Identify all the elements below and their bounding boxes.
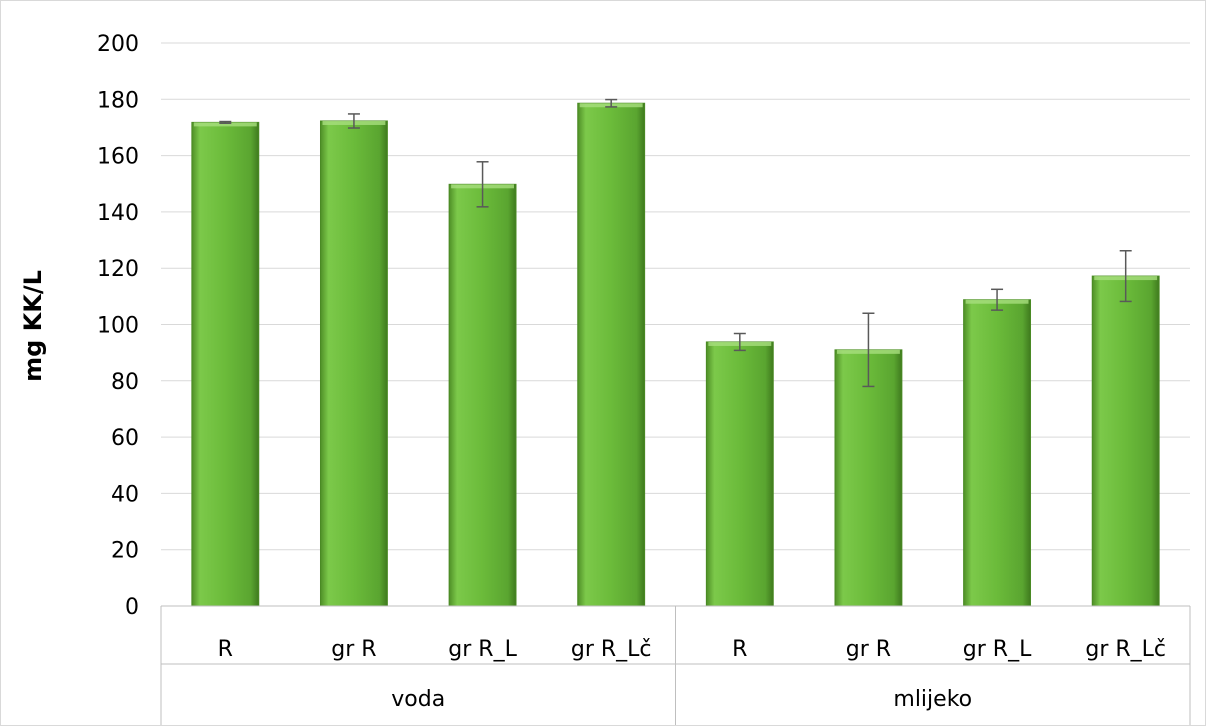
bar — [319, 120, 388, 607]
gridlines — [161, 42, 1190, 607]
bar — [963, 299, 1032, 607]
x-tick-label: gr R_Lč — [571, 637, 652, 662]
bar — [705, 341, 774, 607]
group-label: voda — [391, 687, 445, 712]
y-axis-label: mg KK/L — [19, 270, 47, 382]
y-tick-label: 40 — [111, 482, 139, 507]
bar — [191, 121, 260, 607]
y-tick-label: 0 — [125, 595, 139, 620]
x-tick-label: gr R_L — [448, 637, 517, 662]
group-label: mlijeko — [893, 687, 972, 712]
x-tick-label: gr R — [331, 637, 376, 662]
y-tick-label: 120 — [97, 257, 139, 282]
x-tick-label: gr R_Lč — [1085, 637, 1166, 662]
y-tick-label: 140 — [97, 201, 139, 226]
bar — [1091, 275, 1160, 607]
y-tick-label: 160 — [97, 145, 139, 170]
bar — [834, 349, 903, 607]
y-tick-label: 180 — [97, 88, 139, 113]
x-tick-label: R — [218, 637, 233, 662]
y-tick-label: 80 — [111, 370, 139, 395]
x-tick-label: gr R — [846, 637, 891, 662]
y-tick-label: 100 — [97, 314, 139, 339]
y-axis-ticks: 0 20 40 60 80 100 120 140 160 180 200 — [97, 32, 139, 620]
bar — [448, 183, 517, 607]
x-tick-label: R — [732, 637, 747, 662]
y-tick-label: 20 — [111, 539, 139, 564]
error-bars — [219, 98, 1132, 388]
y-tick-label: 60 — [111, 426, 139, 451]
y-tick-label: 200 — [97, 32, 139, 57]
bar-highlight — [193, 122, 257, 127]
bars — [191, 102, 1160, 607]
x-tick-label: gr R_L — [963, 637, 1032, 662]
bar — [577, 102, 646, 607]
